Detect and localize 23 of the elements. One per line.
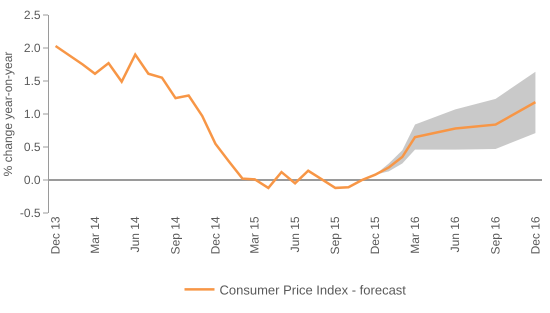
x-tick-label: Jun 14	[128, 216, 142, 252]
legend-label: Consumer Price Index - forecast	[220, 282, 406, 298]
y-tick-label: 2.5	[24, 8, 41, 22]
x-tick-label: Dec 15	[368, 216, 382, 254]
x-tick-label: Jun 15	[288, 216, 302, 252]
y-tick-label: 0.5	[24, 140, 41, 154]
x-tick-label: Mar 16	[408, 216, 422, 254]
x-tick-label: Mar 15	[248, 216, 262, 254]
x-tick-label: Dec 16	[528, 216, 542, 254]
line-series	[54, 44, 537, 190]
x-tick-label: Sep 14	[168, 216, 182, 254]
x-tick-label: Dec 14	[208, 216, 222, 254]
x-tick-label: Sep 16	[488, 216, 502, 254]
y-tick-label: -0.5	[20, 206, 41, 220]
y-tick-label: 1.5	[24, 74, 41, 88]
x-tick-label: Dec 13	[48, 216, 62, 254]
x-tick-label: Mar 14	[88, 216, 102, 254]
y-tick-label: 1.0	[24, 107, 41, 122]
x-tick-label: Sep 15	[328, 216, 342, 254]
y-tick-label: 0.0	[24, 173, 41, 188]
y-axis-title: % change year-on-year	[1, 52, 16, 176]
y-tick-label: 2.0	[24, 41, 41, 56]
x-tick-label: Jun 16	[448, 216, 462, 252]
